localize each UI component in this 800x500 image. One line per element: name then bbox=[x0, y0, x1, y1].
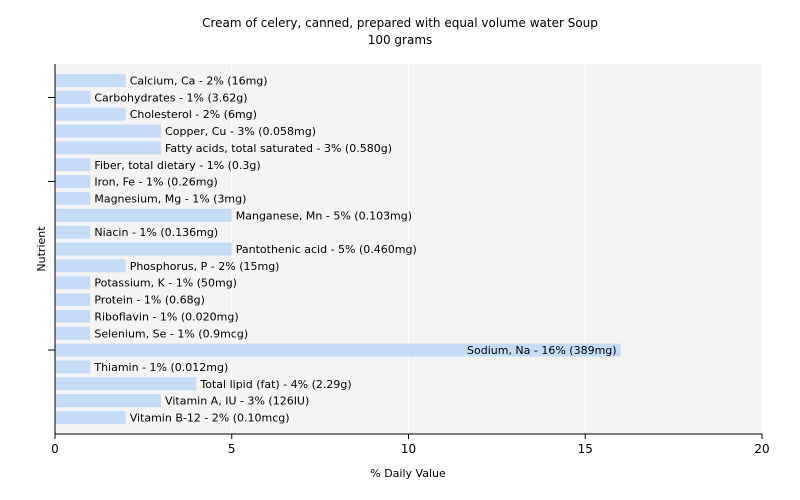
x-tick-label: 0 bbox=[51, 442, 59, 456]
bar-label: Protein - 1% (0.68g) bbox=[94, 294, 205, 307]
bar bbox=[55, 208, 232, 222]
bar-label: Total lipid (fat) - 4% (2.29g) bbox=[199, 378, 351, 391]
bar bbox=[55, 74, 126, 87]
bar-label: Vitamin B-12 - 2% (0.10mcg) bbox=[130, 412, 290, 425]
bar bbox=[55, 309, 91, 323]
bar-label: Phosphorus, P - 2% (15mg) bbox=[130, 260, 280, 273]
bar-label: Selenium, Se - 1% (0.9mcg) bbox=[94, 327, 248, 340]
bar bbox=[55, 191, 91, 205]
bar bbox=[55, 343, 621, 357]
bar bbox=[55, 90, 91, 104]
bar-label: Sodium, Na - 16% (389mg) bbox=[467, 344, 617, 357]
bar bbox=[55, 124, 162, 138]
bar-label: Pantothenic acid - 5% (0.460mg) bbox=[236, 243, 417, 256]
chart-subtitle: 100 grams bbox=[368, 33, 433, 47]
bar bbox=[55, 360, 91, 374]
bar bbox=[55, 158, 91, 172]
bar-label: Magnesium, Mg - 1% (3mg) bbox=[94, 192, 246, 205]
grid-lines bbox=[231, 64, 763, 434]
axes: 0 5 10 15 20 bbox=[48, 64, 770, 456]
chart-title: Cream of celery, canned, prepared with e… bbox=[202, 16, 598, 30]
bar bbox=[55, 259, 126, 273]
bar-label: Cholesterol - 2% (6mg) bbox=[130, 108, 257, 121]
x-tick-label: 5 bbox=[228, 442, 236, 456]
bar-label: Thiamin - 1% (0.012mg) bbox=[93, 361, 228, 374]
x-tick-label: 20 bbox=[754, 442, 769, 456]
bar-labels: Calcium, Ca - 2% (16mg) Carbohydrates - 1… bbox=[93, 75, 616, 425]
bar bbox=[55, 326, 91, 340]
bar bbox=[55, 225, 91, 239]
x-axis-label: % Daily Value bbox=[370, 467, 446, 480]
bar-label: Niacin - 1% (0.136mg) bbox=[94, 226, 218, 239]
x-tick-label: 10 bbox=[401, 442, 416, 456]
bar-label: Fatty acids, total saturated - 3% (0.580… bbox=[165, 142, 392, 155]
bar-label: Potassium, K - 1% (50mg) bbox=[94, 277, 237, 290]
bar-label: Fiber, total dietary - 1% (0.3g) bbox=[94, 159, 260, 172]
bar-label: Carbohydrates - 1% (3.62g) bbox=[94, 91, 247, 104]
bar bbox=[55, 293, 91, 307]
bar bbox=[55, 175, 91, 189]
bar bbox=[55, 411, 126, 424]
bar-label: Riboflavin - 1% (0.020mg) bbox=[94, 310, 238, 323]
bar bbox=[55, 377, 197, 391]
bar bbox=[55, 141, 162, 155]
bar-label: Manganese, Mn - 5% (0.103mg) bbox=[236, 209, 412, 222]
bar-label: Vitamin A, IU - 3% (126IU) bbox=[165, 395, 309, 408]
bars bbox=[55, 74, 621, 424]
bar bbox=[55, 107, 126, 121]
bar-label: Copper, Cu - 3% (0.058mg) bbox=[165, 125, 316, 138]
y-axis-label: Nutrient bbox=[35, 226, 48, 272]
bar-label: Iron, Fe - 1% (0.26mg) bbox=[94, 176, 217, 189]
bar-label: Calcium, Ca - 2% (16mg) bbox=[130, 75, 268, 88]
bar bbox=[55, 394, 162, 408]
bar bbox=[55, 276, 91, 290]
x-tick-label: 15 bbox=[578, 442, 593, 456]
bar bbox=[55, 242, 232, 256]
